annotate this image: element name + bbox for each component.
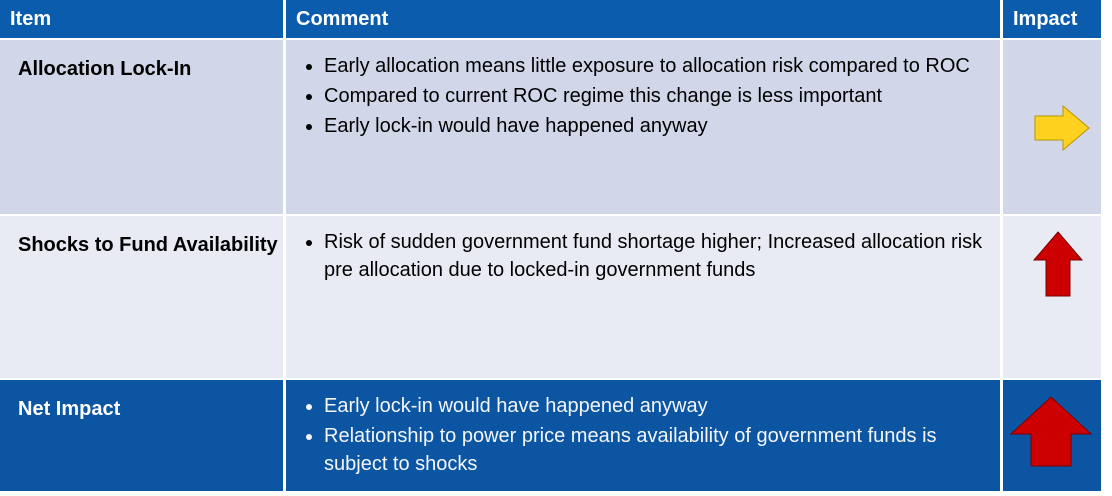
comment: Early lock-in would have happened anyway — [324, 392, 984, 420]
comment: Relationship to power price means availa… — [324, 422, 984, 478]
comment-list: Risk of sudden government fund shortage … — [286, 228, 984, 284]
header-cell: Comment — [286, 0, 1000, 38]
impact-arrow — [1032, 231, 1084, 297]
item-cell: Allocation Lock-In — [0, 40, 283, 214]
comment-list: Early allocation means little exposure t… — [286, 52, 984, 140]
comment-cell: Risk of sudden government fund shortage … — [286, 216, 1000, 378]
comment: Risk of sudden government fund shortage … — [324, 228, 984, 284]
item-cell: Shocks to Fund Availability — [0, 216, 283, 378]
comment: Early lock-in would have happened anyway — [324, 112, 984, 140]
header-cell: Item — [0, 0, 283, 38]
impact-cell — [1003, 380, 1101, 491]
impact-cell — [1003, 216, 1101, 378]
impact-cell — [1003, 40, 1101, 214]
impact-arrow — [1009, 396, 1093, 467]
comment-cell: Early lock-in would have happened anyway… — [286, 380, 1000, 491]
header-cell: Impact — [1003, 0, 1101, 38]
comment-list: Early lock-in would have happened anyway… — [286, 392, 984, 478]
impact-arrow — [1034, 104, 1090, 152]
comment-cell: Early allocation means little exposure t… — [286, 40, 1000, 214]
item-cell: Net Impact — [0, 380, 283, 491]
comment: Early allocation means little exposure t… — [324, 52, 984, 80]
comment: Compared to current ROC regime this chan… — [324, 82, 984, 110]
